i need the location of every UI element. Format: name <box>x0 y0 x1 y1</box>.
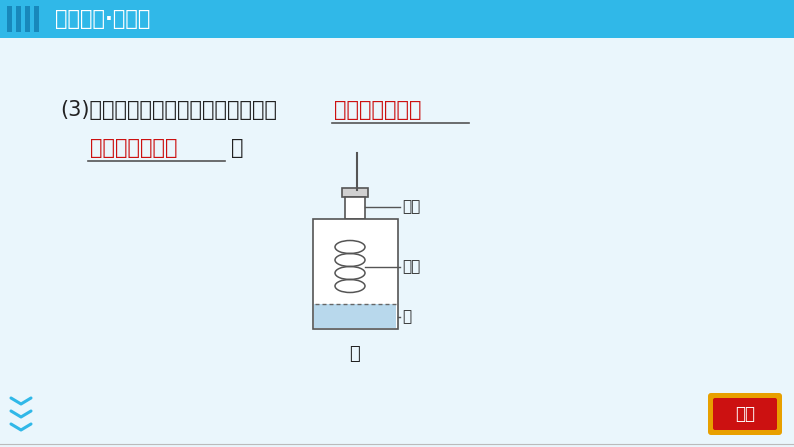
Text: 夯实基础·逐点练: 夯实基础·逐点练 <box>55 9 150 29</box>
Text: 防止高温熔化物: 防止高温熔化物 <box>334 100 422 120</box>
Text: 丙: 丙 <box>349 345 360 363</box>
Text: 返回: 返回 <box>735 405 755 423</box>
Text: 铁丝: 铁丝 <box>403 260 421 274</box>
Bar <box>313 219 398 329</box>
Text: 氧气: 氧气 <box>403 199 421 215</box>
Bar <box>0 0 794 38</box>
Text: (3)丙实验集气瓶中装少量水的目的是: (3)丙实验集气瓶中装少量水的目的是 <box>60 100 277 120</box>
Bar <box>25 6 30 32</box>
Text: 溅落，炸裂瓶底: 溅落，炸裂瓶底 <box>90 138 178 158</box>
Bar <box>342 188 368 197</box>
Text: 。: 。 <box>231 138 244 158</box>
Bar <box>34 6 39 32</box>
Bar <box>345 197 365 219</box>
Text: 水: 水 <box>403 309 411 324</box>
Bar <box>16 6 21 32</box>
FancyBboxPatch shape <box>713 398 777 430</box>
Bar <box>7 6 12 32</box>
FancyBboxPatch shape <box>708 393 782 435</box>
Bar <box>314 304 396 328</box>
